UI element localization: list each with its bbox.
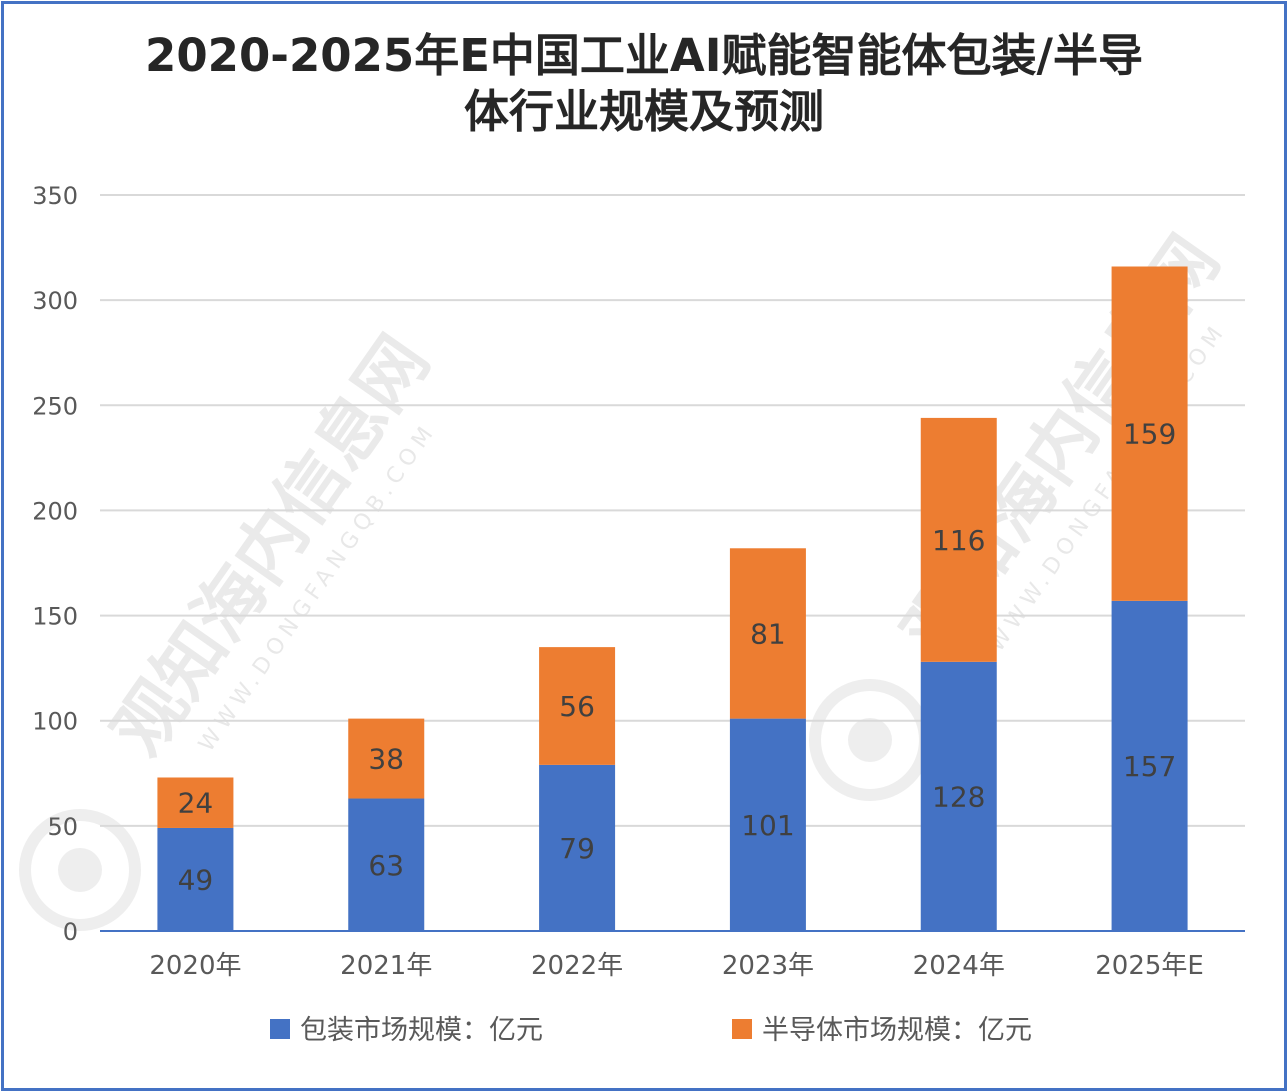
x-axis: 2020年 2021年 2022年 2023年 2024年 2025年E [100, 930, 1245, 981]
x-tick-label: 2021年 [340, 951, 432, 981]
bars: 49 24 63 38 79 56 101 81 128 116 157 159 [157, 266, 1188, 931]
x-tick-label: 2020年 [149, 951, 241, 981]
watermark-text-1: 观知海内信息网 [97, 321, 445, 769]
legend-label-packaging: 包装市场规模：亿元 [300, 1015, 543, 1046]
bar-semiconductor-4 [920, 417, 997, 662]
legend: 包装市场规模：亿元 半导体市场规模：亿元 [270, 1015, 1032, 1046]
data-label-packaging-5: 157 [1123, 750, 1176, 783]
bar-semiconductor-2 [539, 647, 616, 765]
bar-packaging-0 [157, 827, 234, 931]
bar-semiconductor-0 [157, 777, 234, 828]
chart-title: 2020-2025年E中国工业AI赋能智能体包装/半导 体行业规模及预测 [0, 28, 1288, 140]
bar-semiconductor-1 [348, 718, 425, 799]
data-label-packaging-2: 79 [559, 832, 595, 865]
data-label-packaging-3: 101 [741, 809, 794, 842]
y-tick-label: 350 [32, 182, 78, 210]
y-tick-label: 50 [47, 813, 78, 841]
chart-title-line-1: 2020-2025年E中国工业AI赋能智能体包装/半导 [145, 29, 1143, 82]
x-tick-label: 2022年 [531, 951, 623, 981]
watermark-logo-1 [19, 809, 141, 931]
data-label-semiconductor-3: 81 [750, 617, 786, 650]
x-tick-label: 2025年E [1095, 951, 1204, 981]
y-tick-label: 250 [32, 392, 78, 420]
data-label-semiconductor-0: 24 [178, 787, 214, 820]
data-label-semiconductor-1: 38 [368, 743, 404, 776]
gridlines [100, 194, 1245, 827]
y-tick-label: 0 [63, 918, 78, 946]
data-label-semiconductor-5: 159 [1123, 418, 1176, 451]
chart-title-line-2: 体行业规模及预测 [463, 85, 824, 138]
bar-packaging-5 [1111, 600, 1188, 931]
watermark-logo-2 [809, 679, 931, 801]
bar-packaging-4 [920, 661, 997, 931]
bar-semiconductor-3 [729, 548, 806, 719]
x-tick-label: 2024年 [913, 951, 1005, 981]
data-label-packaging-1: 63 [368, 849, 404, 882]
y-tick-label: 200 [32, 497, 78, 525]
y-axis: 0 50 100 150 200 250 300 350 [32, 182, 78, 946]
y-tick-label: 300 [32, 287, 78, 315]
bar-packaging-3 [729, 718, 806, 931]
y-tick-label: 100 [32, 708, 78, 736]
bar-packaging-2 [539, 764, 616, 931]
bar-packaging-1 [348, 798, 425, 931]
legend-label-semiconductor: 半导体市场规模：亿元 [762, 1015, 1032, 1046]
legend-swatch-semiconductor [732, 1019, 752, 1039]
legend-swatch-packaging [270, 1019, 290, 1039]
x-tick-label: 2023年 [722, 951, 814, 981]
data-label-packaging-4: 128 [932, 780, 985, 813]
y-tick-label: 150 [32, 603, 78, 631]
data-label-semiconductor-2: 56 [559, 690, 595, 723]
data-label-semiconductor-4: 116 [932, 524, 985, 557]
data-label-packaging-0: 49 [178, 863, 214, 896]
bar-semiconductor-5 [1111, 266, 1188, 601]
